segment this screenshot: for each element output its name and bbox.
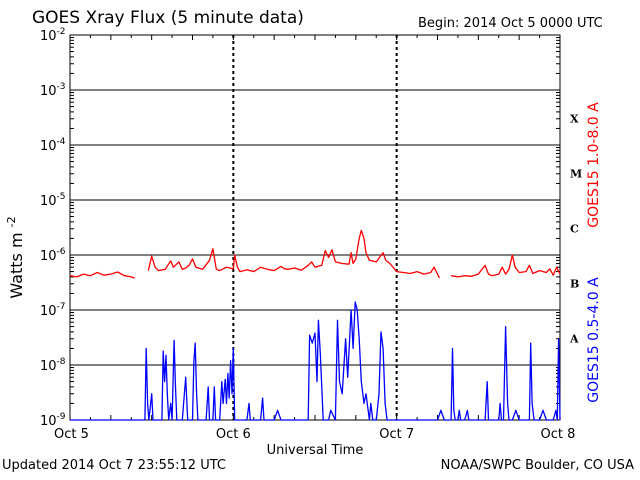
- y-tick-label: 10-4: [40, 137, 66, 154]
- x-tick-label: Oct 5: [54, 427, 89, 442]
- y-tick-label: 10-2: [40, 27, 66, 44]
- begin-time: Begin: 2014 Oct 5 0000 UTC: [418, 16, 603, 31]
- footer-updated: Updated 2014 Oct 7 23:55:12 UTC: [2, 458, 226, 473]
- y-tick-label: 10-7: [40, 302, 66, 319]
- legend-label: GOES15 0.5-4.0 A: [586, 277, 602, 403]
- x-axis-label: Universal Time: [267, 443, 364, 458]
- series-line-long: [147, 229, 441, 279]
- flare-class-label: M: [570, 168, 582, 181]
- plot-frame: [69, 34, 561, 421]
- y-tick-label: 10-5: [40, 192, 66, 209]
- y-axis-label: Watts m -2: [5, 216, 26, 298]
- flare-class-label: C: [570, 223, 579, 236]
- legend-label: GOES15 1.0-8.0 A: [586, 102, 602, 228]
- series-line-short: [70, 301, 561, 421]
- chart-title: GOES Xray Flux (5 minute data): [32, 8, 304, 28]
- y-tick-label: 10-3: [40, 82, 66, 99]
- y-tick-label: 10-6: [40, 247, 66, 264]
- x-tick-label: Oct 8: [541, 427, 576, 442]
- y-tick-label: 10-9: [40, 412, 66, 429]
- y-tick-label: 10-8: [40, 357, 66, 374]
- series-line-long: [69, 271, 135, 279]
- series-line-long: [450, 254, 561, 278]
- footer-source: NOAA/SWPC Boulder, CO USA: [440, 458, 634, 473]
- flare-class-label: X: [570, 113, 579, 126]
- x-tick-label: Oct 7: [379, 427, 414, 442]
- flare-class-label: B: [570, 278, 579, 291]
- x-tick-label: Oct 6: [216, 427, 251, 442]
- flare-class-label: A: [569, 333, 579, 346]
